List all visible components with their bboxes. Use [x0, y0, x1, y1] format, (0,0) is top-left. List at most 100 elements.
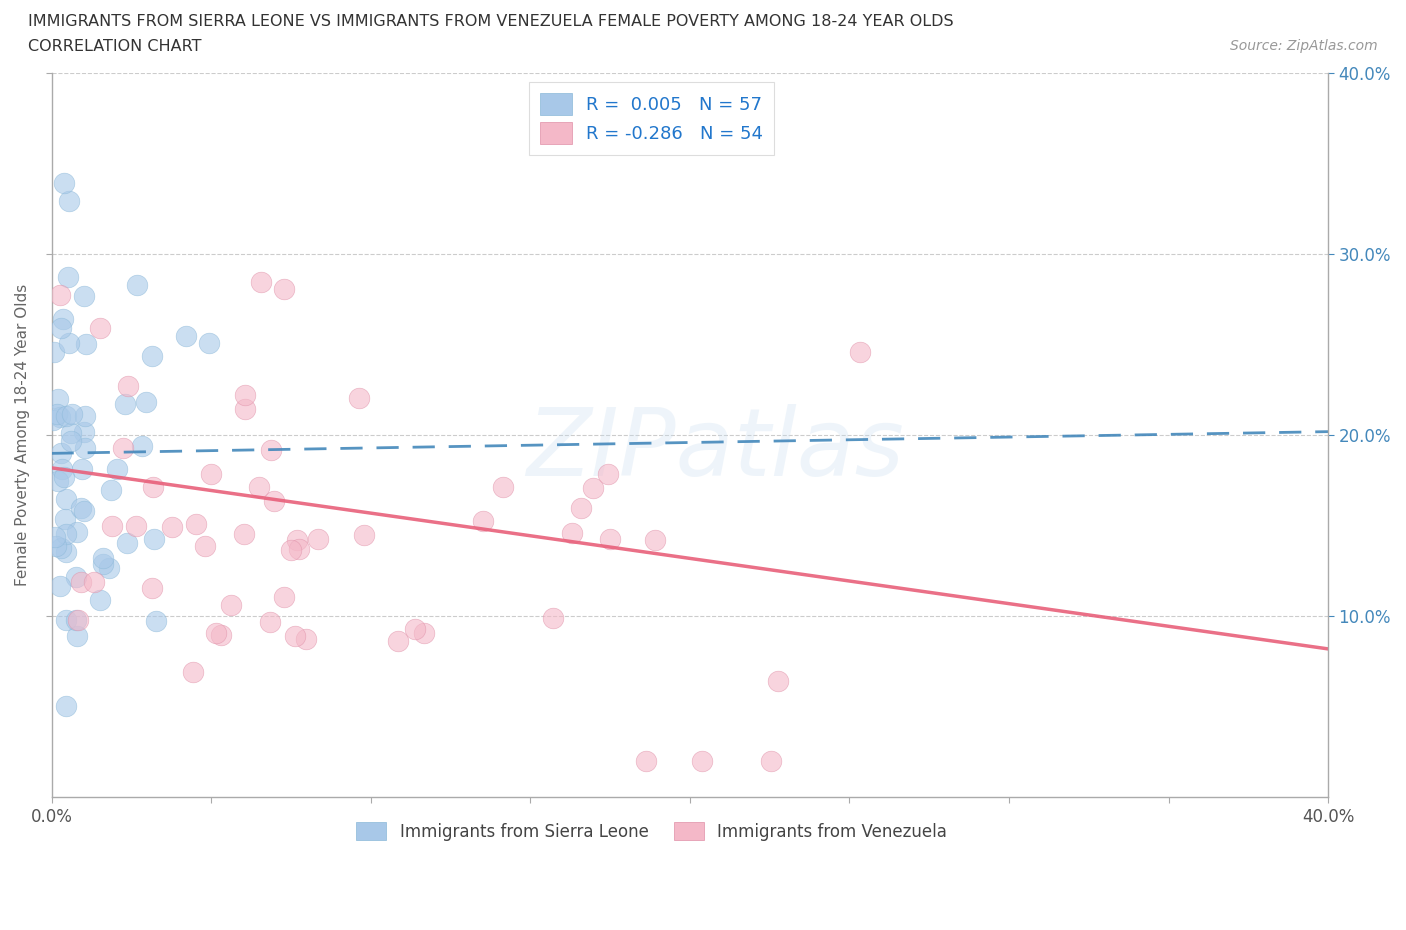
Point — [141, 349, 163, 364]
Point — [263, 493, 285, 508]
Point — [596, 467, 619, 482]
Point — [198, 336, 221, 351]
Point — [492, 479, 515, 494]
Point — [42, 344, 65, 359]
Point — [233, 527, 256, 542]
Point — [55, 544, 77, 559]
Point — [561, 526, 583, 541]
Point — [45, 406, 67, 421]
Point — [194, 538, 217, 553]
Point — [260, 443, 283, 458]
Text: Source: ZipAtlas.com: Source: ZipAtlas.com — [1230, 39, 1378, 53]
Point — [93, 557, 115, 572]
Point — [55, 612, 77, 627]
Point — [472, 513, 495, 528]
Point — [768, 673, 790, 688]
Point — [89, 593, 111, 608]
Point — [209, 628, 232, 643]
Y-axis label: Female Poverty Among 18-24 Year Olds: Female Poverty Among 18-24 Year Olds — [15, 285, 30, 587]
Point — [145, 614, 167, 629]
Point — [53, 512, 76, 526]
Point — [55, 698, 77, 713]
Point — [273, 282, 295, 297]
Point — [233, 402, 256, 417]
Legend: Immigrants from Sierra Leone, Immigrants from Venezuela: Immigrants from Sierra Leone, Immigrants… — [346, 813, 956, 851]
Point — [51, 461, 73, 476]
Point — [55, 526, 77, 541]
Point — [117, 379, 139, 393]
Point — [53, 176, 76, 191]
Point — [58, 270, 80, 285]
Point — [91, 551, 114, 565]
Point — [73, 425, 96, 440]
Point — [200, 467, 222, 482]
Point — [46, 392, 69, 406]
Point — [58, 336, 80, 351]
Point — [353, 528, 375, 543]
Point — [73, 441, 96, 456]
Point — [65, 613, 87, 628]
Point — [125, 277, 148, 292]
Point — [181, 665, 204, 680]
Point — [51, 320, 73, 335]
Point — [569, 500, 592, 515]
Point — [184, 517, 207, 532]
Point — [247, 479, 270, 494]
Point — [307, 531, 329, 546]
Point — [42, 413, 65, 428]
Point — [101, 518, 124, 533]
Point — [143, 531, 166, 546]
Point — [44, 530, 66, 545]
Point — [235, 388, 257, 403]
Point — [259, 615, 281, 630]
Point — [60, 406, 83, 421]
Point — [75, 337, 97, 352]
Point — [141, 580, 163, 595]
Point — [48, 287, 70, 302]
Point — [51, 540, 73, 555]
Point — [117, 535, 139, 550]
Point — [97, 561, 120, 576]
Point — [412, 625, 434, 640]
Point — [83, 574, 105, 589]
Point — [49, 445, 72, 460]
Point — [66, 629, 89, 644]
Point — [89, 321, 111, 336]
Point — [347, 391, 370, 405]
Point — [582, 481, 605, 496]
Point — [58, 193, 80, 208]
Point — [70, 461, 93, 476]
Point — [65, 569, 87, 584]
Point — [100, 483, 122, 498]
Point — [135, 394, 157, 409]
Point — [692, 753, 714, 768]
Point — [250, 275, 273, 290]
Point — [53, 470, 76, 485]
Point — [283, 629, 305, 644]
Point — [387, 633, 409, 648]
Point — [70, 500, 93, 515]
Point — [219, 598, 242, 613]
Point — [125, 519, 148, 534]
Point — [644, 532, 666, 547]
Text: ZIPatlas: ZIPatlas — [526, 405, 904, 496]
Point — [49, 410, 72, 425]
Point — [295, 631, 318, 646]
Point — [599, 532, 621, 547]
Point — [273, 590, 295, 604]
Point — [160, 520, 183, 535]
Point — [46, 473, 69, 488]
Text: IMMIGRANTS FROM SIERRA LEONE VS IMMIGRANTS FROM VENEZUELA FEMALE POVERTY AMONG 1: IMMIGRANTS FROM SIERRA LEONE VS IMMIGRAN… — [28, 14, 953, 29]
Point — [55, 409, 77, 424]
Point — [636, 753, 658, 768]
Point — [404, 621, 426, 636]
Point — [52, 312, 75, 326]
Point — [49, 578, 72, 593]
Point — [174, 328, 197, 343]
Point — [131, 439, 153, 454]
Point — [73, 288, 96, 303]
Point — [69, 574, 91, 589]
Point — [280, 542, 302, 557]
Point — [45, 538, 67, 553]
Point — [111, 440, 134, 455]
